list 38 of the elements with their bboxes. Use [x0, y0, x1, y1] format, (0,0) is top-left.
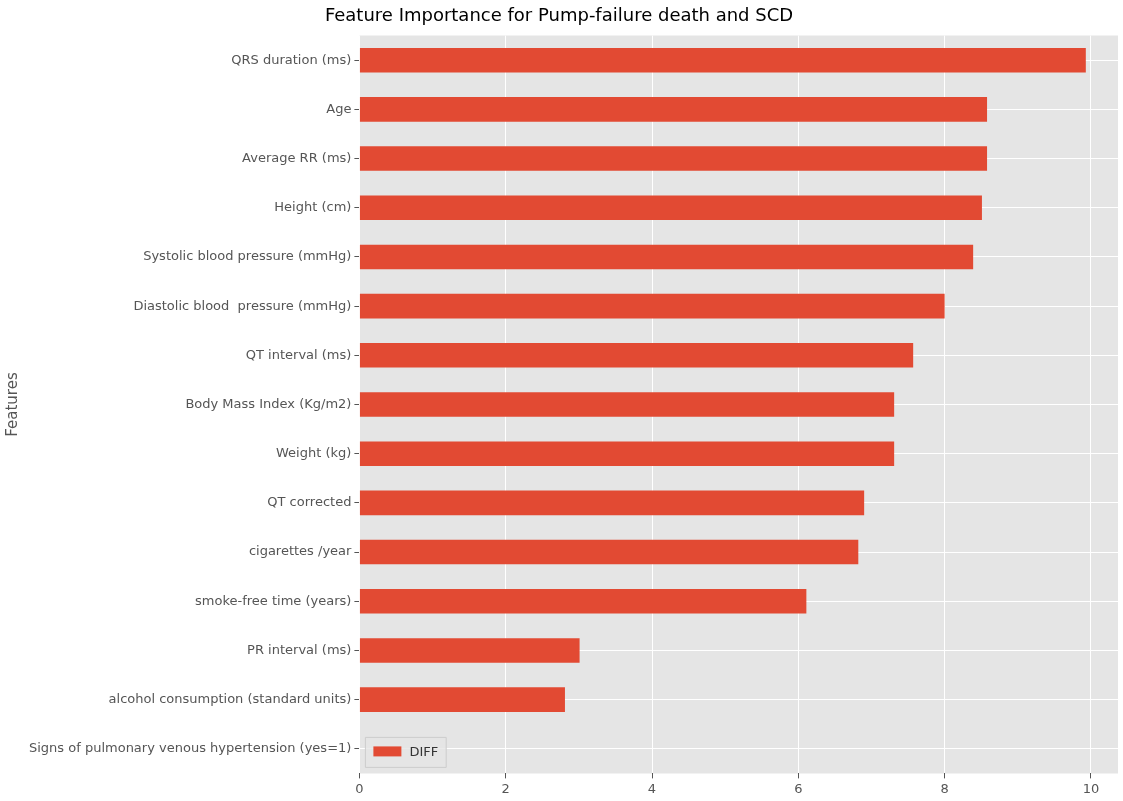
bar [359, 47, 1086, 73]
bar [359, 146, 988, 171]
y-tick-label: Signs of pulmonary venous hypertension (yes=1) [28, 740, 352, 756]
y-tick-label: cigarettes /year [248, 543, 353, 559]
chart-title: Feature Importance for Pump-failure death and SCD [324, 4, 794, 26]
bar [359, 97, 988, 122]
y-tick-label: QT corrected [267, 494, 352, 510]
bar [359, 343, 914, 368]
y-tick-label: Age [326, 100, 352, 116]
bar [359, 441, 895, 466]
bar [359, 490, 865, 516]
x-tick-label: 10 [1082, 780, 1100, 796]
x-tick-label: 4 [647, 780, 657, 796]
y-axis-title: Features [2, 372, 21, 437]
x-tick-label: 0 [355, 780, 364, 796]
y-tick-label: Body Mass Index (Kg/m2) [185, 395, 352, 411]
y-tick-label: Average RR (ms) [242, 149, 352, 165]
bar [359, 638, 580, 663]
y-tick-label: PR interval (ms) [247, 641, 352, 657]
y-tick-label: Weight (kg) [276, 445, 352, 461]
y-tick-label: Diastolic blood pressure (mmHg) [133, 297, 352, 313]
x-tick-label: 2 [501, 780, 510, 796]
bar [359, 588, 807, 614]
bar [359, 687, 565, 712]
y-tick-label: Systolic blood pressure (mmHg) [143, 248, 352, 264]
y-tick-label: Height (cm) [274, 199, 352, 215]
legend-label: DIFF [409, 743, 439, 759]
bar [359, 293, 945, 319]
y-tick-label: smoke-free time (years) [195, 592, 352, 608]
bar [359, 195, 982, 221]
bar [359, 392, 895, 417]
y-tick-label: alcohol consumption (standard units) [108, 690, 352, 706]
bar [359, 244, 974, 270]
x-tick-label: 8 [940, 780, 949, 796]
y-tick-label: QT interval (ms) [245, 346, 352, 362]
y-tick-label: QRS duration (ms) [231, 51, 352, 67]
bar [359, 539, 859, 565]
x-tick-label: 6 [794, 780, 803, 796]
